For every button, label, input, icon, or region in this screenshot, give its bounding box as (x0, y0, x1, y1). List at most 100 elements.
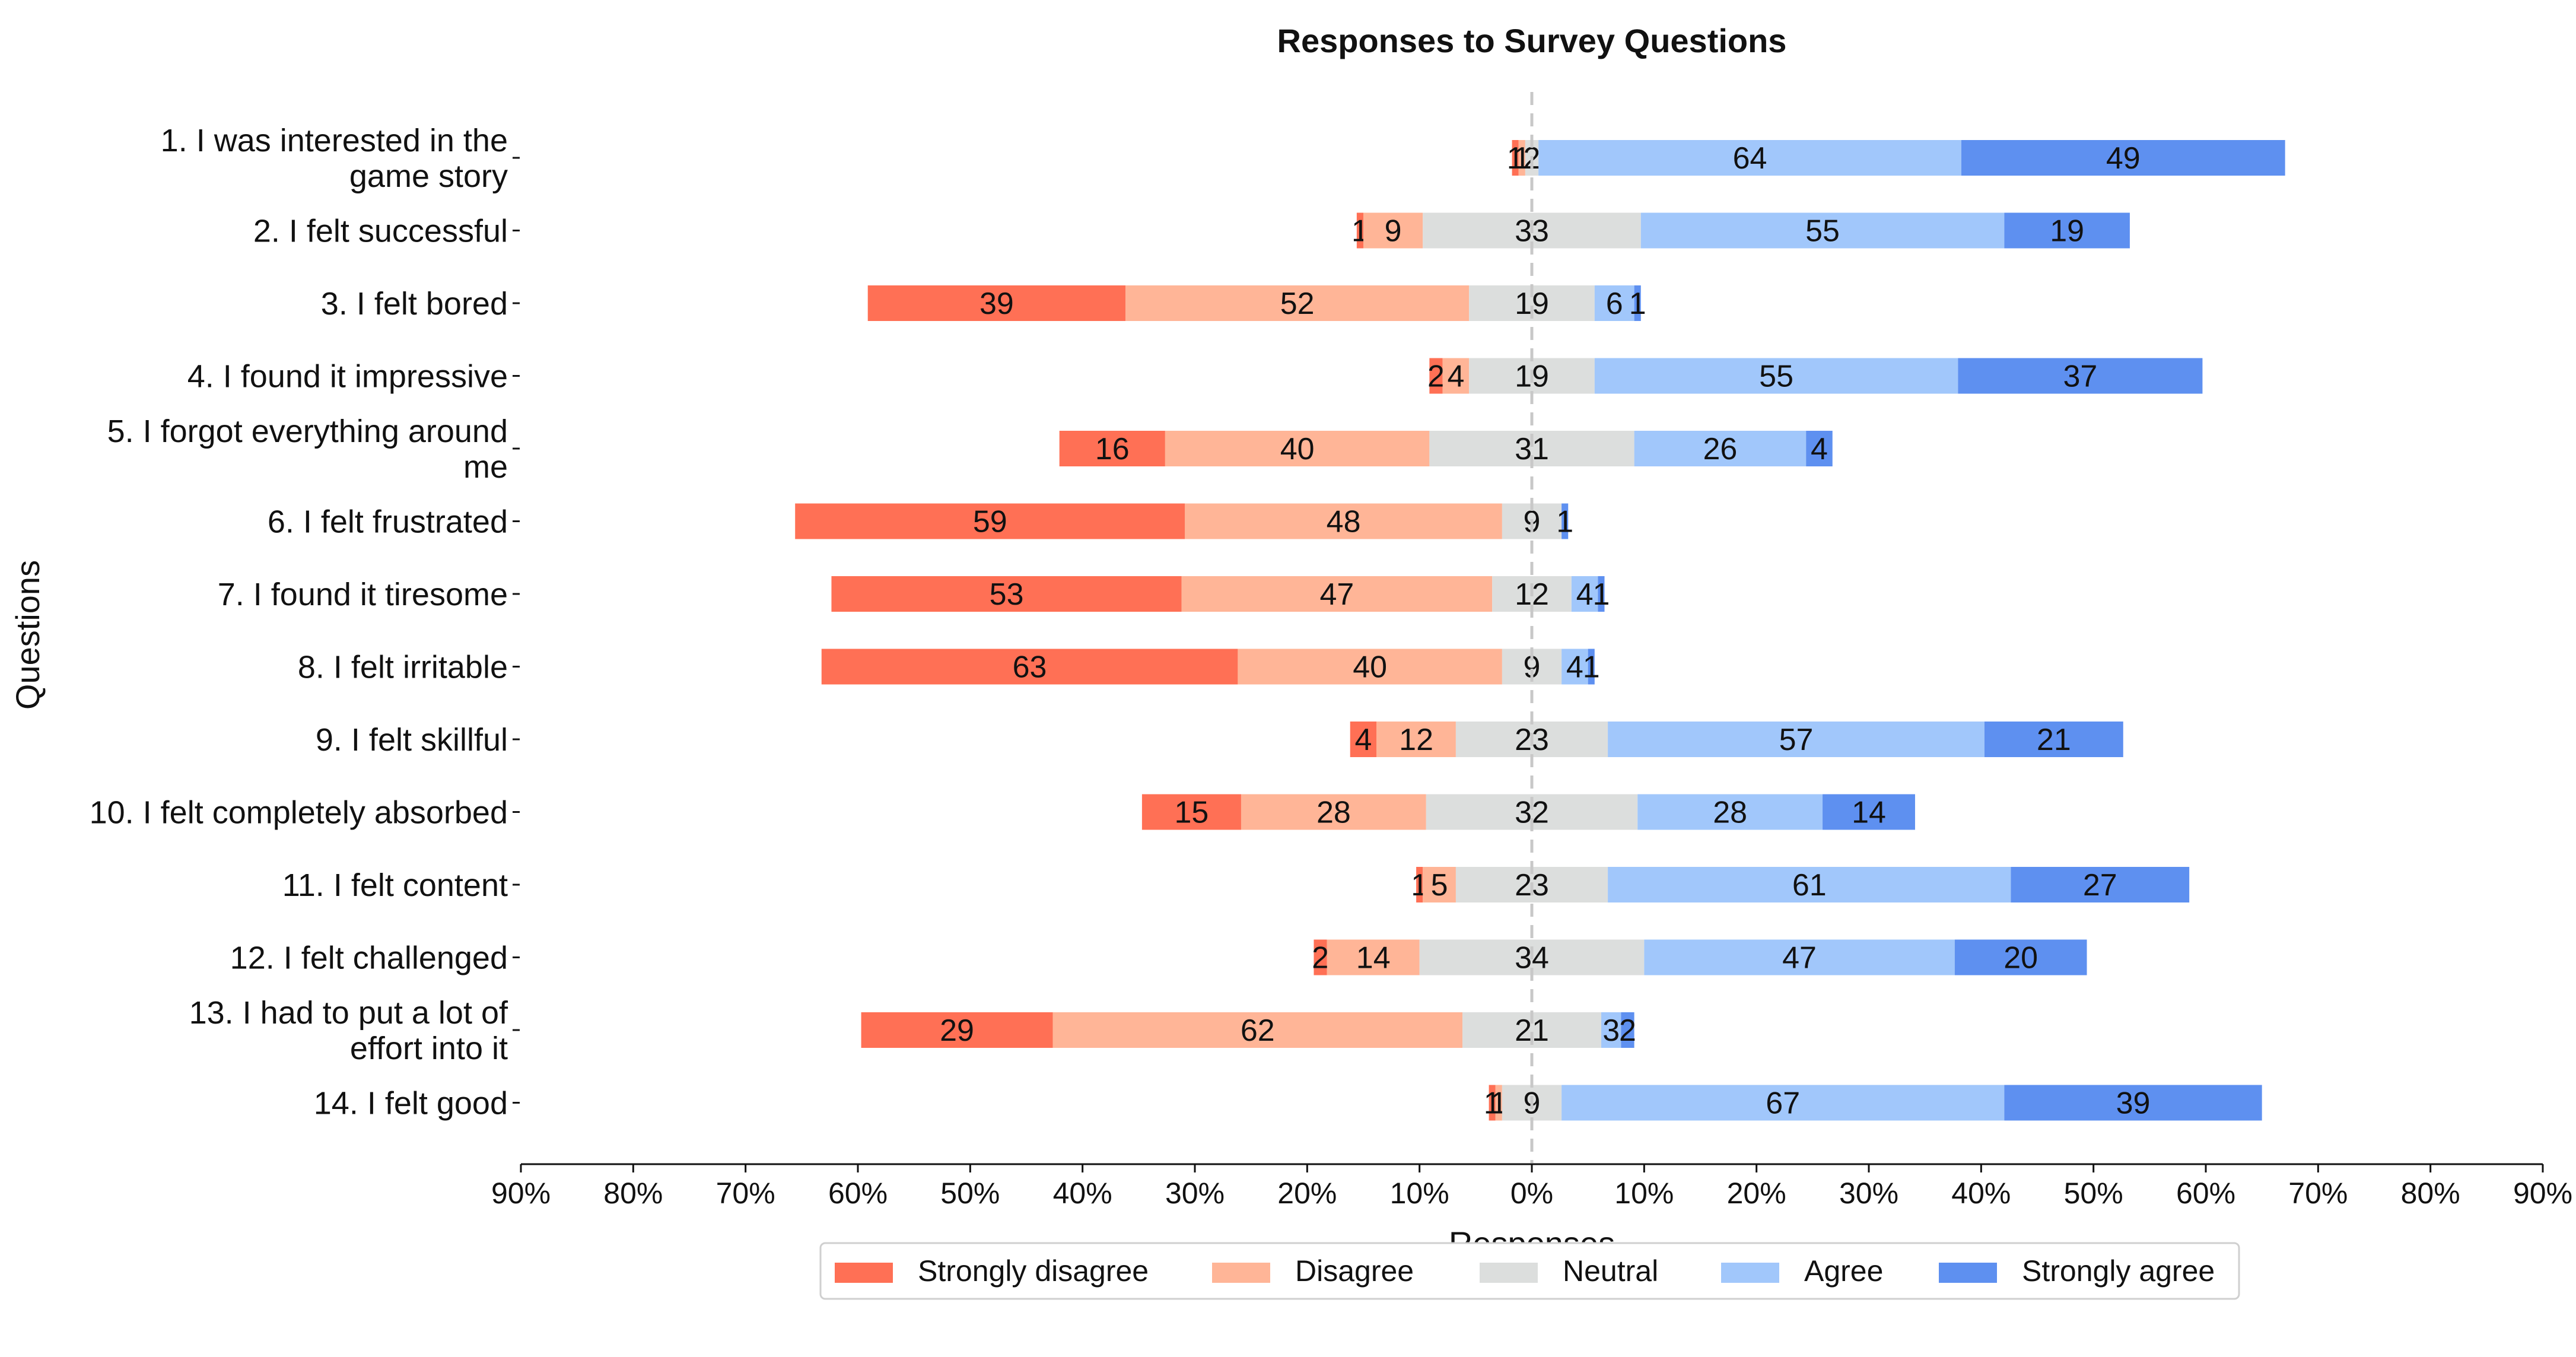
bar-segment (1958, 358, 2203, 394)
y-tick-label: 1. I was interested in the game story (161, 123, 508, 194)
bars-group: 1126449193355193952196124195537164031264… (795, 92, 2285, 1163)
bar-segment-label: 55 (1759, 360, 1793, 394)
bar-segment (1423, 867, 1456, 902)
bar-segment-label: 47 (1320, 577, 1354, 612)
bar-segment (1238, 649, 1502, 685)
bar-segment-label: 2 (1312, 941, 1329, 975)
bar-segment-label: 9 (1385, 214, 1402, 249)
y-tick-label: 8. I felt irritable (298, 650, 508, 685)
bar-segment-label: 64 (1733, 141, 1767, 176)
bar-segment (1356, 212, 1363, 249)
bar-segment (1561, 1085, 2005, 1121)
bar-segment (1608, 722, 1985, 757)
bar-segment (1644, 939, 1955, 975)
x-tick-label: 80% (603, 1177, 663, 1210)
y-axis-label: Questions (9, 560, 46, 710)
x-tick-label: 50% (2064, 1177, 2123, 1210)
bar-segment-label: 37 (2063, 360, 2097, 394)
bar-segment-label: 14 (1852, 796, 1886, 830)
bar-segment (1489, 1085, 1496, 1121)
bar-segment (2004, 1085, 2262, 1121)
bar-segment (2011, 867, 2190, 902)
x-tick-label: 30% (1165, 1177, 1225, 1210)
bar-segment (1241, 794, 1426, 830)
bar-segment-label: 63 (1013, 650, 1047, 685)
legend-swatch (1212, 1263, 1270, 1283)
bar-segment-label: 4 (1566, 650, 1583, 685)
bar-segment (1538, 140, 1961, 176)
legend-entry: Neutral (1480, 1254, 1658, 1288)
legend-entry: Strongly agree (1939, 1254, 2215, 1288)
bar-segment (861, 1012, 1053, 1048)
bar-segment-label: 3 (1602, 1013, 1620, 1048)
y-tick-label: 11. I felt content (282, 867, 508, 903)
x-tick-label: 60% (828, 1177, 888, 1210)
legend-label: Neutral (1563, 1254, 1658, 1288)
bar-segment-label: 6 (1606, 287, 1623, 321)
bar-segment-label: 1 (1556, 505, 1573, 539)
bar-segment (1141, 794, 1241, 830)
bar-segment-label: 26 (1703, 432, 1737, 466)
bar-segment (1637, 794, 1823, 830)
bar-segment (867, 285, 1126, 321)
bar-segment-label: 39 (979, 287, 1014, 321)
bar-segment (1594, 358, 1958, 394)
bar-segment (1806, 431, 1833, 466)
bar-segment (1640, 212, 2005, 249)
legend-entry: Agree (1721, 1254, 1883, 1288)
bar-segment-label: 1 (1592, 577, 1610, 612)
bar-segment (2004, 212, 2130, 249)
bar-segment-label: 53 (990, 577, 1024, 612)
legend: Strongly disagree Disagree Neutral Agree Str… (819, 1242, 2240, 1300)
bar-segment-label: 16 (1095, 432, 1130, 466)
legend-swatch (835, 1263, 893, 1283)
bar-segment (1634, 431, 1807, 466)
bar-segment (831, 576, 1182, 612)
bar-segment-label: 61 (1792, 868, 1827, 902)
bar-segment-label: 59 (973, 505, 1007, 539)
y-tick-label: 13. I had to put a lot of effort into it (189, 995, 508, 1066)
bar-segment (1442, 358, 1470, 394)
bar-segment-label: 28 (1713, 796, 1747, 830)
y-tick-label: 10. I felt completely absorbed (90, 795, 508, 831)
x-tick-label: 0% (1510, 1177, 1553, 1210)
x-axis: 90% 80% 70% 60% 50% 40% 30% 20% 10% 0% 10% 20% 30% 40… (491, 1163, 2572, 1210)
bar-segment-label: 49 (2106, 141, 2141, 176)
bar-segment (1429, 358, 1443, 394)
legend-label: Strongly disagree (918, 1254, 1149, 1288)
bar-segment (1059, 431, 1165, 466)
bar-segment-label: 4 (1576, 577, 1594, 612)
bar-segment (795, 503, 1185, 539)
bar-segment-label: 67 (1766, 1086, 1800, 1121)
x-tick-label: 10% (1390, 1177, 1449, 1210)
x-tick-label: 30% (1839, 1177, 1898, 1210)
bar-segment-label: 55 (1805, 214, 1840, 249)
bar-segment (1598, 576, 1605, 612)
bar-segment (1561, 649, 1588, 685)
x-tick-label: 70% (2288, 1177, 2348, 1210)
bar-segment (1125, 285, 1470, 321)
y-tick-label: 12. I felt challenged (230, 940, 508, 976)
bar-segment-label: 20 (2003, 941, 2038, 975)
bar-segment-label: 40 (1353, 650, 1387, 685)
y-tick-label: 4. I found it impressive (187, 359, 508, 395)
legend-label: Agree (1804, 1254, 1883, 1288)
bar-segment-label: 4 (1447, 360, 1464, 394)
bar-segment-label: 5 (1431, 868, 1448, 902)
bar-segment-label: 52 (1280, 287, 1315, 321)
bar-segment-label: 62 (1241, 1013, 1275, 1048)
bar-segment-label: 29 (940, 1013, 974, 1048)
bar-segment (1634, 285, 1641, 321)
bar-segment (1954, 939, 2087, 975)
legend-entry: Strongly disagree (835, 1254, 1149, 1288)
legend-swatch (1939, 1263, 1997, 1283)
bar-segment (1495, 1085, 1502, 1121)
y-tick-label: 2. I felt successful (253, 214, 508, 249)
bar-segment-label: 14 (1356, 941, 1391, 975)
bar-segment (1961, 140, 2285, 176)
x-tick-label: 10% (1614, 1177, 1674, 1210)
x-tick-label: 20% (1727, 1177, 1786, 1210)
bar-segment (1363, 212, 1423, 249)
legend-entry: Disagree (1212, 1254, 1414, 1288)
chart-title: Responses to Survey Questions (1277, 22, 1787, 59)
